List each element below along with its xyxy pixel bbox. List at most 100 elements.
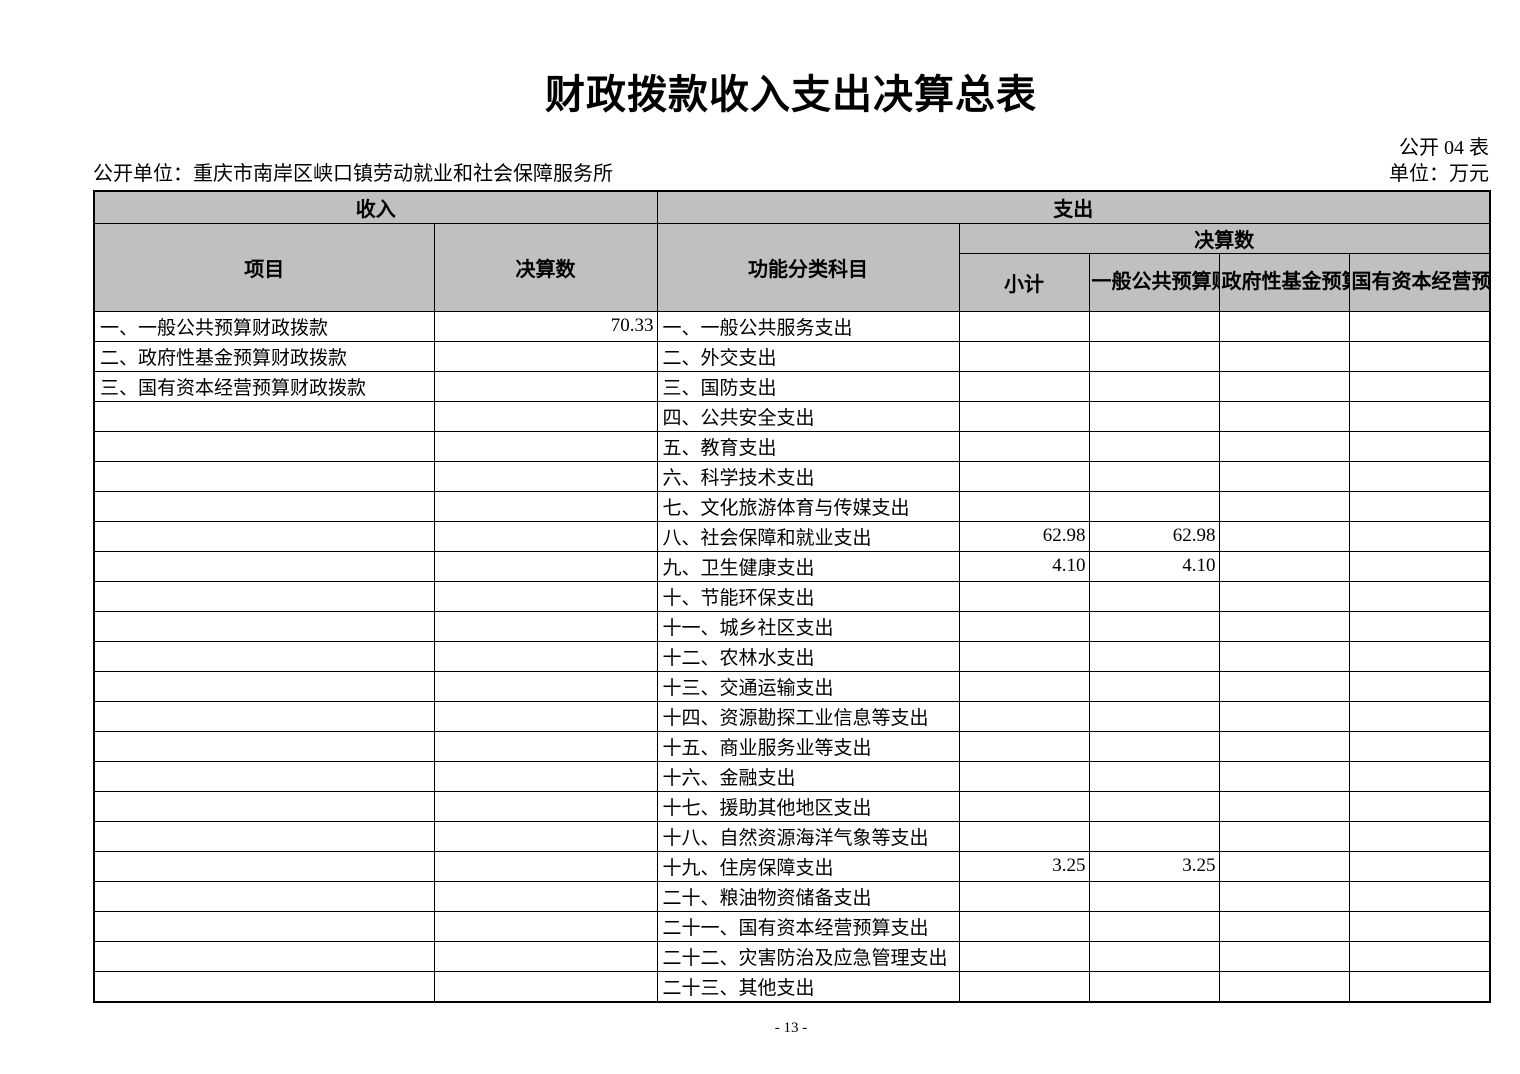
expense-gov-fund-cell: [1218, 880, 1350, 912]
table-row: 十、节能环保支出: [93, 580, 1491, 612]
expense-gov-fund-cell: [1218, 610, 1350, 642]
income-value-cell: [433, 820, 658, 852]
expense-general-budget-cell: [1088, 430, 1220, 462]
income-item-cell: [93, 460, 435, 492]
expense-gov-fund-cell: [1218, 940, 1350, 972]
income-value-cell: [433, 970, 658, 1002]
expense-item-cell: 四、公共安全支出: [656, 400, 960, 432]
income-item-cell: [93, 700, 435, 732]
expense-subtotal-cell: [958, 970, 1090, 1002]
column-header-row-1: 项目 决算数 功能分类科目 决算数: [93, 222, 1491, 312]
expense-item-cell: 六、科学技术支出: [656, 460, 960, 492]
expense-general-budget-cell: [1088, 730, 1220, 762]
expense-state-capital-cell: [1348, 430, 1491, 462]
expense-general-budget-cell: [1088, 940, 1220, 972]
expense-state-capital-cell: [1348, 490, 1491, 522]
expense-item-cell: 七、文化旅游体育与传媒支出: [656, 490, 960, 522]
state-capital-header: 国有资本经营预算财政拨款: [1348, 252, 1491, 312]
income-value-cell: [433, 940, 658, 972]
expense-item-cell: 二十一、国有资本经营预算支出: [656, 910, 960, 942]
expense-subtotal-cell: [958, 430, 1090, 462]
income-item-cell: 三、国有资本经营预算财政拨款: [93, 370, 435, 402]
income-item-cell: [93, 640, 435, 672]
expense-general-budget-cell: [1088, 610, 1220, 642]
income-item-cell: [93, 520, 435, 552]
income-item-cell: [93, 760, 435, 792]
expense-subtotal-cell: 4.10: [958, 550, 1090, 582]
income-item-cell: [93, 940, 435, 972]
expense-subtotal-cell: [958, 820, 1090, 852]
unit-label: 单位：万元: [1389, 163, 1489, 185]
expense-item-cell: 二十三、其他支出: [656, 970, 960, 1002]
income-item-cell: [93, 400, 435, 432]
expense-item-cell: 三、国防支出: [656, 370, 960, 402]
income-value-cell: [433, 550, 658, 582]
table-row: 十八、自然资源海洋气象等支出: [93, 820, 1491, 852]
expense-gov-fund-cell: [1218, 760, 1350, 792]
income-value-cell: [433, 850, 658, 882]
expense-gov-fund-cell: [1218, 580, 1350, 612]
table-row: 十六、金融支出: [93, 760, 1491, 792]
income-value-cell: [433, 730, 658, 762]
expense-general-budget-cell: [1088, 880, 1220, 912]
expense-item-cell: 十六、金融支出: [656, 760, 960, 792]
income-item-cell: [93, 730, 435, 762]
expense-subtotal-cell: [958, 670, 1090, 702]
page-number: - 13 -: [774, 1019, 808, 1036]
expense-gov-fund-cell: [1218, 550, 1350, 582]
column-header-row-2: 小计 一般公共预算财政拨款 政府性基金预算财政拨款 国有资本经营预算财政拨款: [94, 252, 1491, 312]
expense-item-cell: 十、节能环保支出: [656, 580, 960, 612]
expense-general-budget-cell: [1088, 910, 1220, 942]
expense-gov-fund-cell: [1218, 850, 1350, 882]
expense-general-budget-cell: [1088, 970, 1220, 1002]
table-number: 公开 04 表: [1399, 137, 1489, 159]
income-value-cell: [433, 760, 658, 792]
expense-item-cell: 二十二、灾害防治及应急管理支出: [656, 940, 960, 972]
expense-subtotal-cell: [958, 610, 1090, 642]
expense-state-capital-cell: [1348, 340, 1491, 372]
income-value-cell: [433, 370, 658, 402]
expense-subtotal-cell: [958, 640, 1090, 672]
expense-general-budget-cell: [1088, 340, 1220, 372]
table-row: 二十三、其他支出: [93, 970, 1491, 1002]
publisher-label: 公开单位：重庆市南岸区峡口镇劳动就业和社会保障服务所: [93, 163, 613, 185]
income-value-cell: [433, 610, 658, 642]
expense-state-capital-cell: [1348, 460, 1491, 492]
income-item-cell: [93, 850, 435, 882]
expense-subtotal-cell: [958, 880, 1090, 912]
expense-general-budget-cell: [1088, 700, 1220, 732]
table-row: 二十一、国有资本经营预算支出: [93, 910, 1491, 942]
table-row: 十二、农林水支出: [93, 640, 1491, 672]
expense-state-capital-cell: [1348, 880, 1491, 912]
table-row: 十七、援助其他地区支出: [93, 790, 1491, 822]
income-item-cell: [93, 430, 435, 462]
expense-subtotal-cell: [958, 370, 1090, 402]
expense-item-header: 功能分类科目: [656, 222, 960, 312]
expense-state-capital-cell: [1348, 760, 1491, 792]
table-row: 三、国有资本经营预算财政拨款 三、国防支出: [93, 370, 1491, 402]
income-value-cell: [433, 400, 658, 432]
income-item-cell: 一、一般公共预算财政拨款: [93, 310, 435, 342]
expense-state-capital-cell: [1348, 610, 1491, 642]
expense-subtotal-cell: [958, 940, 1090, 972]
section-header-row: 收入 支出: [93, 190, 1491, 224]
table-row: 二、政府性基金预算财政拨款 二、外交支出: [93, 340, 1491, 372]
expense-state-capital-cell: [1348, 820, 1491, 852]
income-value-cell: [433, 880, 658, 912]
expense-gov-fund-cell: [1218, 460, 1350, 492]
income-item-cell: [93, 610, 435, 642]
expense-gov-fund-cell: [1218, 910, 1350, 942]
expense-gov-fund-cell: [1218, 670, 1350, 702]
income-item-cell: 二、政府性基金预算财政拨款: [93, 340, 435, 372]
expense-state-capital-cell: [1348, 400, 1491, 432]
expense-general-budget-cell: [1088, 640, 1220, 672]
expense-general-budget-cell: [1088, 580, 1220, 612]
expense-item-cell: 五、教育支出: [656, 430, 960, 462]
income-item-cell: [93, 790, 435, 822]
expense-subtotal-cell: [958, 310, 1090, 342]
expense-gov-fund-cell: [1218, 790, 1350, 822]
table-row: 十五、商业服务业等支出: [93, 730, 1491, 762]
income-value-cell: [433, 670, 658, 702]
expense-state-capital-cell: [1348, 730, 1491, 762]
expense-general-budget-cell: [1088, 460, 1220, 492]
